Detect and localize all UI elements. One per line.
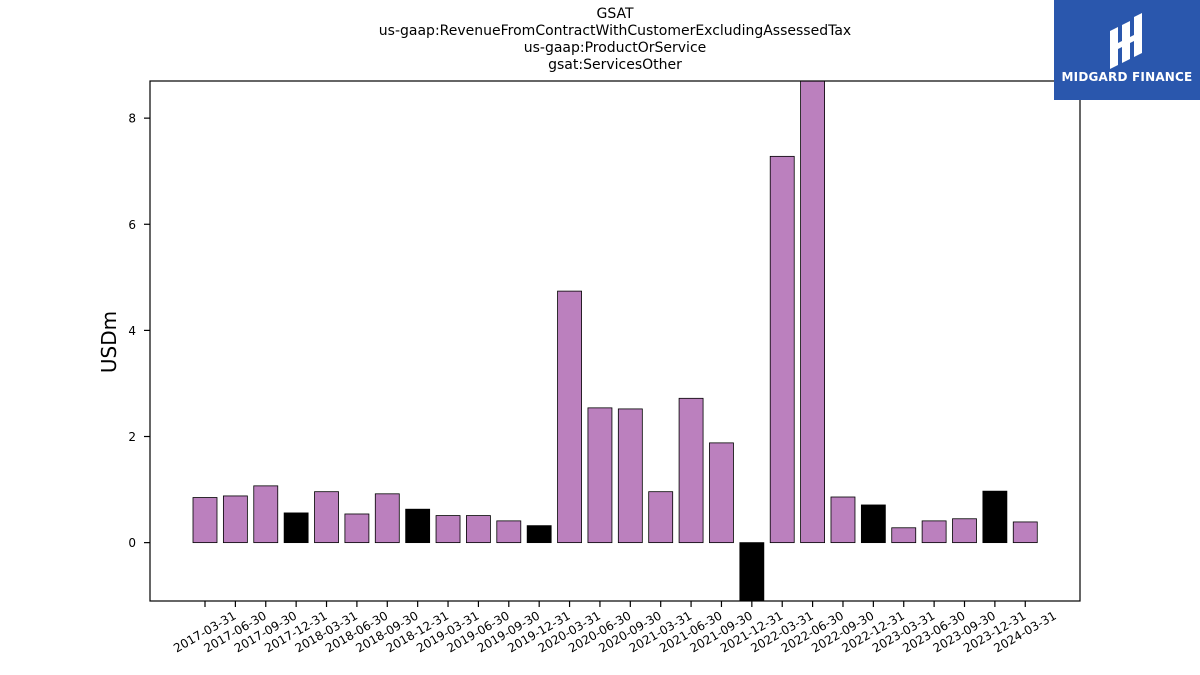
axes-layer: 024682017-03-312017-06-302017-09-302017-… bbox=[128, 80, 1081, 655]
bar-2021-06-30 bbox=[678, 397, 704, 544]
bar-2022-06-30 bbox=[800, 80, 825, 544]
chart-title-line-3: us-gaap:ProductOrService bbox=[523, 40, 707, 56]
y-tick-label-0: 0 bbox=[128, 536, 136, 550]
chart-title-line-2: us-gaap:RevenueFromContractWithCustomerE… bbox=[378, 23, 852, 39]
y-tick-label-6: 6 bbox=[128, 218, 136, 232]
plot-frame bbox=[149, 80, 1081, 602]
bar-2022-12-31 bbox=[860, 504, 886, 544]
brand-logo: MIDGARD FINANCE bbox=[1054, 0, 1200, 100]
bar-2018-03-31 bbox=[314, 491, 339, 544]
bar-2018-06-30 bbox=[344, 513, 370, 544]
bar-2021-12-31 bbox=[739, 542, 765, 602]
bar-2017-09-30 bbox=[253, 485, 279, 544]
bar-2022-03-31 bbox=[769, 155, 795, 544]
y-tick-label-4: 4 bbox=[128, 324, 136, 338]
bar-2023-06-30 bbox=[921, 520, 947, 544]
y-axis-label: USDm bbox=[97, 311, 121, 373]
bar-2024-03-31 bbox=[1012, 521, 1038, 544]
bar-2017-06-30 bbox=[222, 495, 248, 544]
bar-2021-09-30 bbox=[709, 442, 734, 544]
bar-2020-06-30 bbox=[587, 407, 613, 544]
bar-2020-09-30 bbox=[617, 408, 643, 544]
bar-2023-12-31 bbox=[982, 490, 1008, 544]
bar-2020-03-31 bbox=[557, 290, 582, 544]
y-tick-label-2: 2 bbox=[128, 430, 136, 444]
chart-title-line-1: GSAT bbox=[596, 6, 634, 22]
chart-title-line-4: gsat:ServicesOther bbox=[548, 57, 682, 73]
bar-2023-09-30 bbox=[952, 518, 977, 544]
bar-2018-09-30 bbox=[374, 493, 400, 544]
bar-2022-09-30 bbox=[830, 496, 856, 544]
bar-2017-12-31 bbox=[283, 512, 309, 544]
bar-2023-03-31 bbox=[891, 527, 917, 544]
bar-2018-12-31 bbox=[405, 508, 431, 544]
bar-2019-12-31 bbox=[526, 525, 552, 544]
bar-2017-03-31 bbox=[192, 497, 218, 544]
bar-2021-03-31 bbox=[648, 491, 674, 544]
y-tick-label-8: 8 bbox=[128, 112, 136, 126]
bar-2019-06-30 bbox=[466, 515, 491, 544]
bar-2019-03-31 bbox=[435, 515, 461, 544]
logo-text: MIDGARD FINANCE bbox=[1061, 70, 1193, 84]
chart-title: GSAT us-gaap:RevenueFromContractWithCust… bbox=[0, 6, 1200, 74]
bars-layer bbox=[192, 80, 1038, 602]
logo-mark-icon bbox=[1110, 13, 1142, 69]
bar-2019-09-30 bbox=[496, 520, 522, 544]
